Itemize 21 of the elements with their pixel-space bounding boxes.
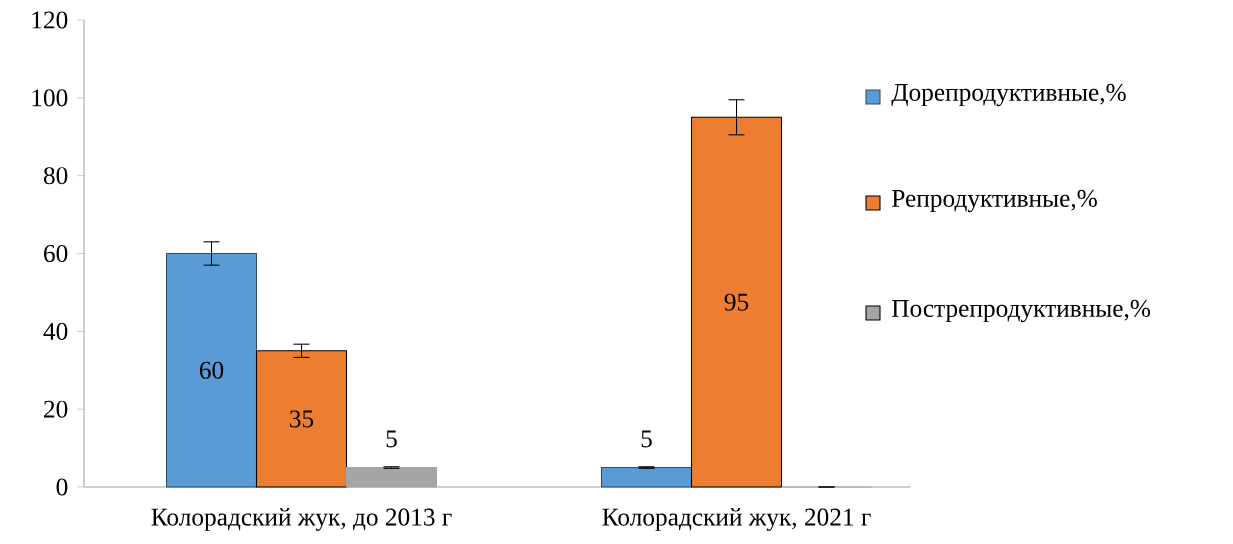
- x-tick-label: Колорадский жук, до 2013 г: [151, 508, 452, 531]
- data-label: 5: [641, 430, 652, 448]
- y-tick-label: 100: [32, 89, 68, 107]
- bar: [165, 252, 258, 488]
- y-tick-label: 80: [43, 167, 68, 185]
- legend-label: Пострепродуктивные,%: [892, 299, 1151, 323]
- bar: [345, 467, 438, 488]
- data-label: 5: [386, 430, 397, 448]
- data-label: 95: [724, 293, 749, 311]
- y-tick-label: 0: [56, 478, 68, 496]
- legend-label: Дорепродуктивные,%: [891, 83, 1126, 107]
- data-label: 60: [199, 361, 224, 379]
- y-tick-label: 20: [44, 400, 68, 418]
- x-tick-label: Колорадский жук, 2021 г: [602, 508, 871, 531]
- y-tick-label: 120: [32, 11, 68, 29]
- data-label: 35: [290, 410, 314, 428]
- legend-label: Репродуктивные,%: [892, 189, 1097, 213]
- y-tick-label: 60: [44, 244, 68, 263]
- bar: [690, 116, 783, 488]
- bar: [600, 467, 693, 488]
- y-tick-label: 40: [43, 322, 68, 340]
